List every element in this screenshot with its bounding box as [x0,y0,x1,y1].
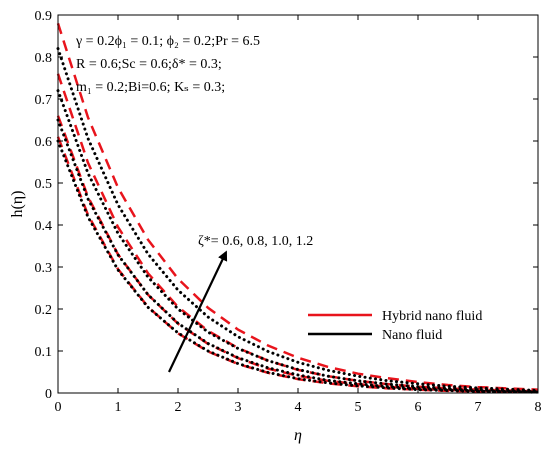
y-axis-ticks: 0 0.1 0.2 0.3 0.4 0.5 0.6 0.7 0.8 0.9 [35,9,538,402]
param-annotation-2: R = 0.6;Sc = 0.6;δ* = 0.3; [76,57,222,72]
y-tick-label: 0.3 [35,261,53,276]
x-tick-label: 8 [535,400,542,415]
param-annotation-3: m₁ = 0.2;Bi=0.6; Kₛ = 0.3; [76,80,225,95]
nano-fluid-curve-2 [56,89,540,393]
y-tick-label: 0.7 [35,93,53,108]
x-tick-label: 3 [235,400,242,415]
y-tick-label: 0.6 [35,135,53,150]
x-axis-ticks: 0 1 2 3 4 5 6 7 8 [55,15,542,415]
legend: Hybrid nano fluid Nano fluid [308,309,482,343]
plot-area [58,15,538,393]
nano-fluid-curve-1 [56,47,540,392]
x-tick-label: 0 [55,400,62,415]
x-tick-label: 6 [415,400,422,415]
y-tick-label: 0.4 [35,219,53,234]
y-tick-label: 0 [45,387,52,402]
y-tick-label: 0.2 [35,303,53,318]
nano-fluid-curve-3 [56,118,540,394]
y-tick-label: 0.1 [35,345,53,360]
x-tick-label: 2 [175,400,182,415]
arrow-label: ζ*= 0.6, 0.8, 1.0, 1.2 [198,234,313,249]
nano-fluid-curve-4 [56,139,540,394]
y-tick-label: 0.5 [35,177,53,192]
series-layer [56,23,540,394]
param-annotation-1: γ = 0.2ϕ₁ = 0.1; ϕ₂ = 0.2;Pr = 6.5 [75,34,260,49]
x-tick-label: 4 [295,400,302,415]
x-tick-label: 5 [355,400,362,415]
trend-arrow [168,250,228,373]
y-axis-label: h(η) [9,190,26,217]
x-tick-label: 7 [475,400,482,415]
legend-label-hybrid: Hybrid nano fluid [382,309,482,324]
x-tick-label: 1 [115,400,122,415]
legend-label-nano: Nano fluid [382,328,442,343]
y-tick-label: 0.9 [35,9,53,24]
x-axis-label: η [294,427,302,444]
y-tick-label: 0.8 [35,51,53,66]
